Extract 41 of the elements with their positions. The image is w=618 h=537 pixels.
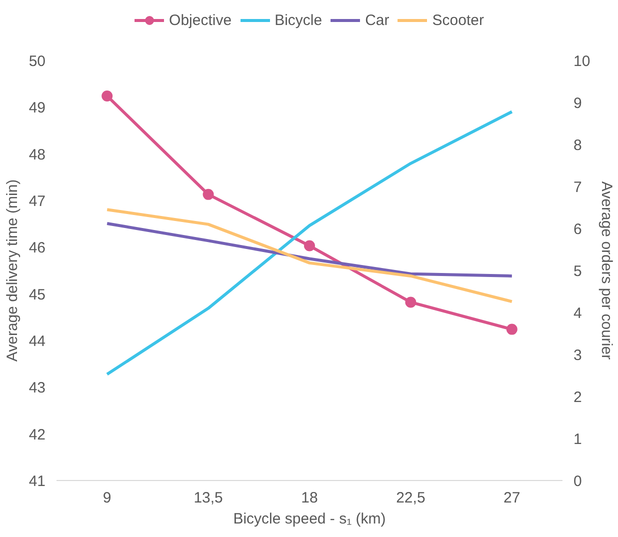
legend-label: Scooter <box>432 12 484 28</box>
x-tick-label: 9 <box>102 490 112 506</box>
point <box>102 90 113 102</box>
y2-axis-title: Average orders per courier <box>598 181 616 360</box>
y-tick-label: 49 <box>28 100 46 117</box>
legend-label: Objective <box>169 12 232 28</box>
y-tick-label: 45 <box>28 286 46 304</box>
y2-tick-label: 0 <box>574 473 582 490</box>
y2-tick-label: 4 <box>574 305 582 322</box>
y2-tick-label: 6 <box>574 221 582 238</box>
x-tick-label: 22,5 <box>396 490 426 506</box>
y2-tick-label: 7 <box>574 179 582 196</box>
y2-tick-label: 2 <box>574 389 582 406</box>
y2-tick-label: 10 <box>574 53 590 70</box>
point <box>202 188 214 200</box>
y2-tick-label: 5 <box>574 263 582 280</box>
point <box>405 296 416 308</box>
y2-tick-label: 9 <box>574 95 582 112</box>
y2-tick-label: 3 <box>574 347 582 364</box>
point <box>304 240 315 252</box>
line-series <box>106 110 514 376</box>
line-series <box>106 222 514 278</box>
y-tick-label: 44 <box>28 333 46 350</box>
line-series <box>106 208 514 304</box>
y-tick-label: 46 <box>28 240 46 257</box>
legend-label: Bicycle <box>274 12 322 28</box>
y2-tick-label: 8 <box>574 137 582 154</box>
y-tick-label: 47 <box>28 193 46 210</box>
x-tick-label: 18 <box>301 490 318 506</box>
y-tick-label: 50 <box>28 53 46 70</box>
y-axis-title: Average delivery time (min) <box>4 179 21 362</box>
legend-label: Car <box>365 12 390 28</box>
point <box>506 324 518 335</box>
y-tick-label: 43 <box>28 380 46 397</box>
x-tick-label: 27 <box>504 490 520 506</box>
x-axis-title: Bicycle speed - s₁ (km) <box>233 510 386 528</box>
y-tick-label: 48 <box>28 146 46 164</box>
x-tick-label: 13,5 <box>194 490 223 506</box>
y-tick-label: 42 <box>28 426 46 444</box>
y2-tick-label: 1 <box>574 431 582 448</box>
y-tick-label: 41 <box>28 473 46 490</box>
